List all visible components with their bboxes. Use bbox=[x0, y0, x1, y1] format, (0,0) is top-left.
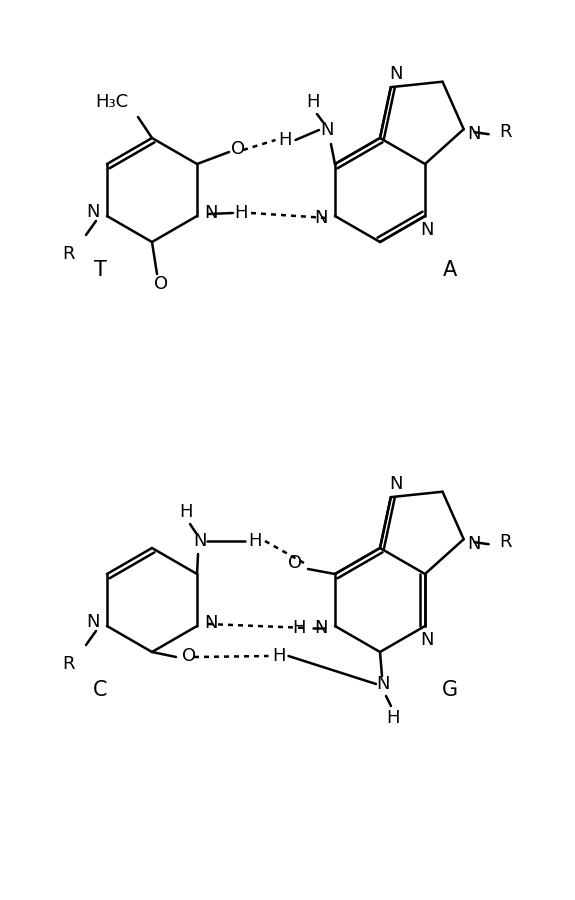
Text: N: N bbox=[204, 614, 218, 632]
Text: O: O bbox=[182, 647, 196, 665]
Text: N: N bbox=[314, 619, 328, 637]
Text: H: H bbox=[179, 503, 193, 521]
Text: N: N bbox=[467, 125, 481, 143]
Text: N: N bbox=[314, 209, 328, 227]
Text: N: N bbox=[420, 631, 434, 649]
Text: G: G bbox=[442, 680, 458, 700]
Text: T: T bbox=[94, 260, 106, 280]
Text: N: N bbox=[320, 121, 334, 139]
Text: R: R bbox=[63, 655, 75, 673]
Text: H: H bbox=[272, 647, 285, 665]
Text: N: N bbox=[204, 204, 218, 222]
Text: R: R bbox=[500, 123, 512, 141]
Text: H: H bbox=[386, 709, 400, 727]
Text: N: N bbox=[86, 203, 99, 221]
Text: C: C bbox=[93, 680, 108, 700]
Text: R: R bbox=[63, 245, 75, 263]
Text: N: N bbox=[467, 536, 481, 554]
Text: H: H bbox=[248, 532, 262, 550]
Text: O: O bbox=[288, 554, 302, 572]
Text: H₃C: H₃C bbox=[95, 93, 129, 111]
Text: H: H bbox=[292, 619, 306, 637]
Text: N: N bbox=[420, 221, 434, 239]
Text: N: N bbox=[389, 475, 402, 493]
Text: O: O bbox=[154, 275, 168, 293]
Text: H: H bbox=[234, 204, 248, 222]
Text: R: R bbox=[500, 533, 512, 551]
Text: A: A bbox=[443, 260, 457, 280]
Text: N: N bbox=[193, 532, 207, 550]
Text: N: N bbox=[376, 675, 390, 693]
Text: H: H bbox=[279, 131, 292, 149]
Text: O: O bbox=[231, 140, 245, 158]
Text: H: H bbox=[306, 93, 320, 111]
Text: N: N bbox=[86, 613, 99, 631]
Text: N: N bbox=[389, 65, 402, 83]
